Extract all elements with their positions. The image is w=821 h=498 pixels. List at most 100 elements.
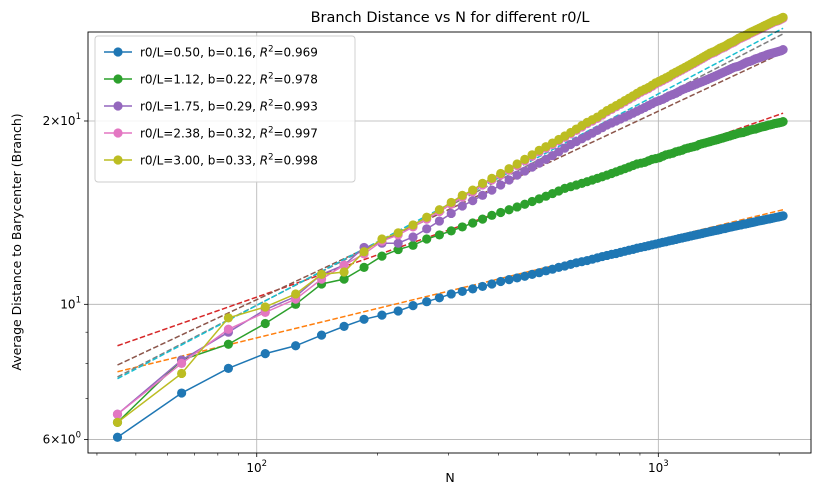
data-point <box>260 318 270 329</box>
data-point <box>468 284 478 294</box>
data-point <box>487 185 497 195</box>
series-group <box>112 211 788 442</box>
legend-label: r0/L=1.12, b=0.22, R2=0.978 <box>140 71 318 86</box>
data-point <box>377 251 387 261</box>
x-axis-label: N <box>445 470 454 485</box>
data-point <box>496 207 506 218</box>
data-point <box>457 190 467 200</box>
data-point <box>446 197 456 208</box>
data-point <box>446 226 456 236</box>
data-point <box>457 201 467 211</box>
data-point <box>468 185 478 195</box>
series-group <box>112 44 788 419</box>
data-point <box>316 269 327 279</box>
y-axis-label: Average Distance to Barycenter (Branch) <box>9 113 24 370</box>
data-point <box>477 190 488 200</box>
data-point <box>457 222 467 232</box>
data-point <box>339 321 349 331</box>
data-point <box>177 368 187 379</box>
series-group <box>112 12 788 427</box>
legend-label: r0/L=2.38, b=0.32, R2=0.997 <box>140 125 318 140</box>
legend-marker <box>113 74 123 84</box>
data-point <box>487 210 497 220</box>
data-point <box>291 289 301 299</box>
x-tick-label: 102 <box>246 459 267 475</box>
legend-box <box>94 35 356 183</box>
data-point <box>477 214 488 224</box>
legend-entry: r0/L=2.38, b=0.32, R2=0.997 <box>104 125 318 140</box>
data-point <box>778 117 788 127</box>
data-point <box>527 150 537 160</box>
data-series <box>112 12 788 442</box>
legend-marker <box>113 128 123 138</box>
data-point <box>527 269 537 279</box>
data-point <box>291 341 301 351</box>
legend-label: r0/L=3.00, b=0.33, R2=0.998 <box>140 152 318 167</box>
data-point <box>504 164 514 174</box>
data-point <box>112 417 123 427</box>
data-point <box>520 271 530 281</box>
data-point <box>177 358 187 368</box>
data-point <box>393 244 403 255</box>
data-point <box>223 324 233 334</box>
data-point <box>504 205 514 215</box>
data-point <box>778 44 788 55</box>
x-axis-ticks: 102 103 <box>246 453 669 475</box>
data-point <box>408 301 418 311</box>
legend-entry: r0/L=1.12, b=0.22, R2=0.978 <box>104 71 318 86</box>
data-point <box>520 154 530 164</box>
legend: r0/L=0.50, b=0.16, R2=0.969 r0/L=1.12, b=… <box>94 35 356 183</box>
data-point <box>393 306 403 316</box>
data-point <box>434 230 444 240</box>
legend-entry: r0/L=3.00, b=0.33, R2=0.998 <box>104 152 318 167</box>
legend-marker <box>113 155 123 165</box>
data-point <box>504 275 514 285</box>
data-point <box>422 212 432 222</box>
data-point <box>422 297 432 307</box>
data-point <box>512 170 522 180</box>
data-point <box>520 166 530 176</box>
data-point <box>260 302 270 312</box>
legend-label: r0/L=1.75, b=0.29, R2=0.993 <box>140 98 318 113</box>
data-point <box>359 314 369 324</box>
legend-label: r0/L=0.50, b=0.16, R2=0.969 <box>140 44 318 59</box>
y-axis-ticks: 6×100 101 2×101 <box>43 112 88 446</box>
data-point <box>468 196 478 206</box>
legend-marker <box>113 47 123 57</box>
data-point <box>496 276 506 287</box>
x-tick-label: 103 <box>648 459 669 475</box>
y-tick-label: 2×101 <box>43 112 81 128</box>
data-point <box>778 12 788 22</box>
y-tick-label: 101 <box>60 295 81 311</box>
data-point <box>477 281 488 292</box>
data-point <box>377 234 387 244</box>
data-point <box>112 409 123 419</box>
data-point <box>359 247 369 257</box>
data-point <box>393 228 403 238</box>
data-point <box>512 273 522 283</box>
data-point <box>339 274 349 284</box>
data-point <box>520 199 530 209</box>
y-tick-label: 6×100 <box>43 430 81 446</box>
fit-line <box>117 51 784 366</box>
series-group <box>112 117 788 427</box>
data-point <box>527 196 537 207</box>
data-point <box>177 388 187 398</box>
data-point <box>422 234 432 244</box>
data-point <box>112 432 123 442</box>
data-point <box>339 267 349 277</box>
data-point <box>408 220 418 230</box>
data-point <box>359 262 369 272</box>
data-point <box>487 173 497 183</box>
data-point <box>434 216 444 226</box>
data-point <box>446 208 456 219</box>
data-point <box>512 159 522 169</box>
data-point <box>377 310 387 320</box>
data-point <box>496 180 506 190</box>
data-point <box>778 211 788 221</box>
data-point <box>457 286 467 297</box>
plot-frame <box>87 31 812 454</box>
data-point <box>223 313 233 323</box>
legend-entry: r0/L=0.50, b=0.16, R2=0.969 <box>104 44 318 59</box>
